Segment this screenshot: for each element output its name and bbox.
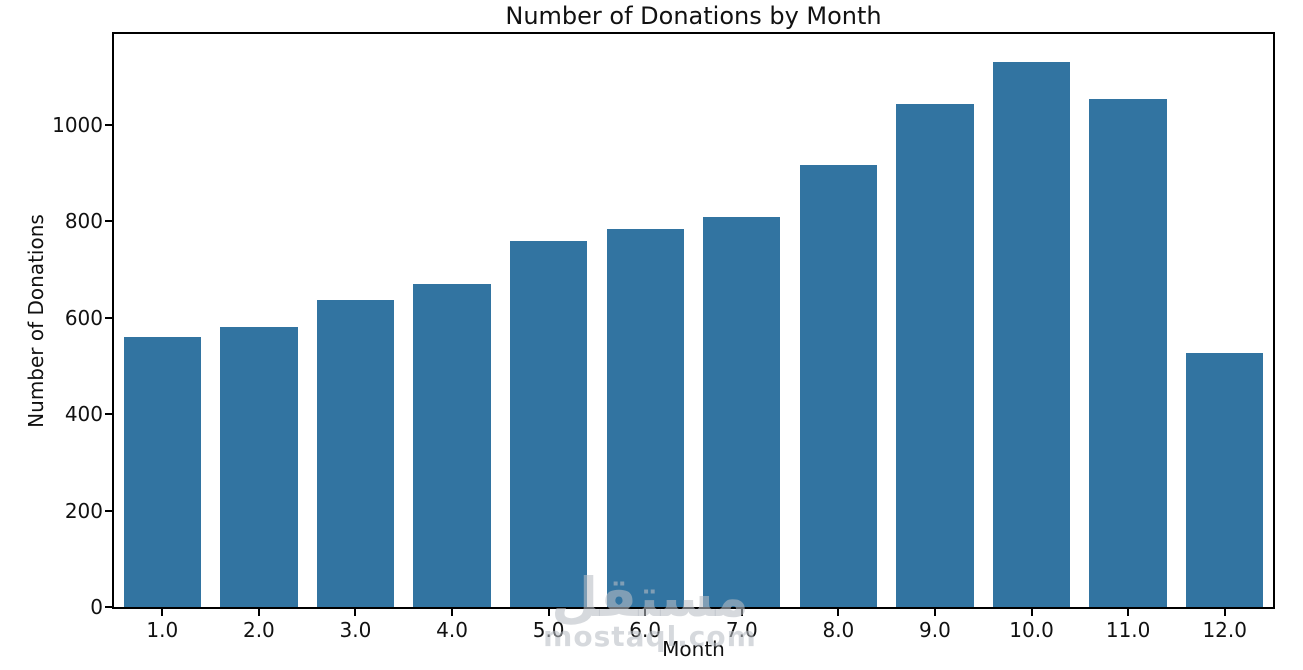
y-tick-mark xyxy=(105,413,112,416)
x-tick-mark xyxy=(257,609,260,616)
x-tick-label: 10.0 xyxy=(1009,618,1054,642)
x-tick-label: 2.0 xyxy=(242,618,275,642)
x-tick-label: 6.0 xyxy=(629,618,662,642)
bar-month-10.0 xyxy=(992,61,1071,607)
x-tick-mark xyxy=(354,609,357,616)
x-tick-mark xyxy=(1030,609,1033,616)
x-tick-mark xyxy=(161,609,164,616)
x-axis-label: Month xyxy=(662,637,725,661)
y-tick-mark xyxy=(105,220,112,223)
bar-month-7.0 xyxy=(703,216,781,607)
x-tick-mark xyxy=(837,609,840,616)
y-axis-label: Number of Donations xyxy=(24,214,48,428)
bar-month-5.0 xyxy=(509,241,588,607)
y-tick-label: 400 xyxy=(64,402,103,427)
bar-month-3.0 xyxy=(316,300,395,607)
x-tick-label: 1.0 xyxy=(146,618,179,642)
y-tick-mark xyxy=(105,123,112,126)
bar-month-12.0 xyxy=(1186,353,1264,607)
x-tick-mark xyxy=(451,609,454,616)
x-tick-mark xyxy=(933,609,936,616)
bar-month-4.0 xyxy=(413,284,491,607)
x-tick-mark xyxy=(644,609,647,616)
bar-month-8.0 xyxy=(799,165,877,607)
x-tick-label: 12.0 xyxy=(1202,618,1247,642)
bar-month-6.0 xyxy=(606,229,684,607)
x-tick-label: 4.0 xyxy=(436,618,468,642)
y-tick-mark xyxy=(105,316,112,319)
bar-month-9.0 xyxy=(896,103,974,607)
y-tick-mark xyxy=(105,509,112,512)
y-tick-label: 800 xyxy=(64,209,103,234)
y-tick-label: 0 xyxy=(90,595,103,619)
y-tick-label: 200 xyxy=(64,498,103,523)
x-tick-mark xyxy=(740,609,743,616)
chart-title: Number of Donations by Month xyxy=(505,2,882,30)
x-tick-label: 7.0 xyxy=(725,618,758,642)
x-tick-label: 8.0 xyxy=(822,618,855,642)
x-tick-mark xyxy=(1223,609,1226,616)
bar-month-1.0 xyxy=(123,336,201,607)
x-tick-mark xyxy=(1127,609,1130,616)
y-tick-label: 600 xyxy=(64,305,103,330)
x-tick-mark xyxy=(547,609,550,616)
x-tick-label: 3.0 xyxy=(339,618,372,642)
x-tick-label: 9.0 xyxy=(919,618,951,642)
y-tick-label: 1000 xyxy=(52,112,103,137)
bar-month-11.0 xyxy=(1089,98,1167,607)
plot-area: 1.0 2.0 3.0 4.0 5.0 6.0 7.0 8.0 9.0 10.0 11.0 12.0 0… xyxy=(52,32,1275,642)
x-tick-label: 5.0 xyxy=(532,618,565,642)
x-tick-label: 11.0 xyxy=(1105,618,1151,642)
bar-month-2.0 xyxy=(220,326,298,607)
y-tick-mark xyxy=(105,606,112,608)
